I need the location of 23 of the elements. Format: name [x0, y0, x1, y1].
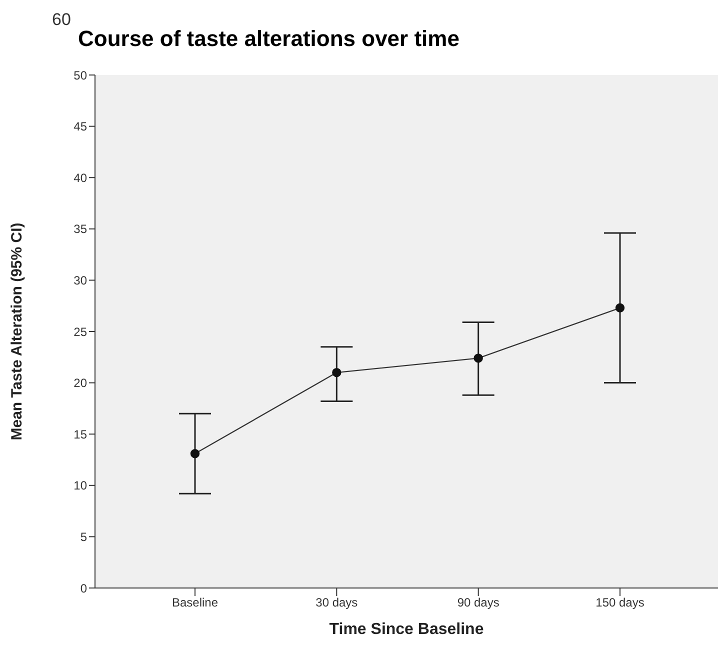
- y-tick-label: 40: [74, 170, 88, 185]
- y-tick-label: 20: [74, 376, 88, 390]
- y-tick-label: 50: [74, 68, 88, 82]
- x-tick-label: 150 days: [596, 596, 644, 610]
- x-tick-label: 30 days: [316, 596, 358, 610]
- y-axis-title: Mean Taste Alteration (95% CI): [8, 222, 26, 440]
- point: [332, 368, 342, 378]
- chart-title: Course of taste alterations over time: [78, 26, 460, 52]
- y-tick-label: 45: [74, 120, 88, 134]
- x-tick-label: 90 days: [457, 596, 500, 610]
- y-tick-label: 0: [80, 581, 88, 596]
- y-tick-label: 25: [74, 324, 88, 339]
- x-tick-label: Baseline: [172, 596, 218, 610]
- point: [615, 303, 625, 312]
- point: [190, 448, 200, 458]
- text: 60: [52, 10, 71, 30]
- y-tick-label: 15: [74, 427, 88, 442]
- y-tick-label: 35: [74, 222, 88, 236]
- y-tick-label: 10: [74, 478, 88, 493]
- x-axis-title: Time Since Baseline: [329, 621, 484, 638]
- y-tick-label: 30: [74, 273, 88, 288]
- point: [474, 354, 483, 363]
- y-tick-label: 5: [80, 530, 88, 544]
